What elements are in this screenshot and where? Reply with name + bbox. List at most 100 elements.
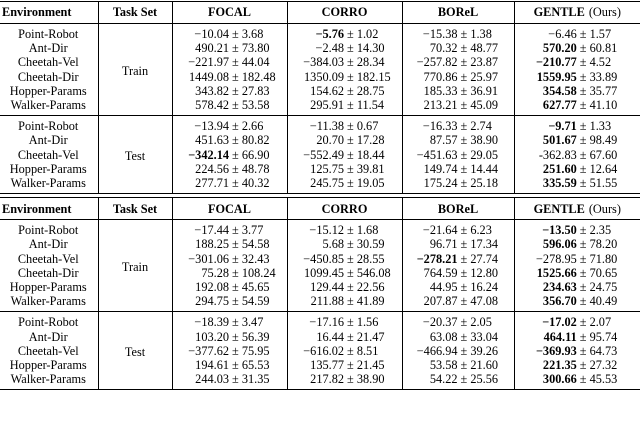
std-value: ± 6.23 [460, 223, 492, 238]
result-cell: 578.42 ± 53.58 [171, 98, 287, 116]
mean-value: 149.74 [423, 161, 458, 176]
header-text: CORRO [321, 5, 368, 20]
mean-value: −451.63 [416, 147, 458, 162]
header-note: (Ours) [588, 201, 621, 216]
std-value: ± 25.97 [460, 69, 499, 84]
result-cell: 213.21 ± 45.09 [401, 98, 514, 116]
column-header: Environment [0, 1, 98, 24]
result-cell: −278.21 ± 27.74 [401, 251, 514, 266]
mean-value: −17.02 [542, 315, 577, 330]
mean-value: 207.87 [423, 294, 458, 309]
environment-cell: Cheetah-Dir [17, 265, 79, 280]
result-cell: −17.16 ± 1.56 [286, 311, 402, 330]
mean-value: 221.35 [542, 358, 577, 373]
mean-value: 20.70 [316, 133, 344, 148]
result-cell: −10.04 ± 3.68 [171, 23, 287, 42]
result-cell: −15.38 ± 1.38 [401, 23, 514, 42]
result-cell: 295.91 ± 11.54 [286, 98, 402, 116]
header-row: Environment Task Set FOCAL CORRO BOReL GENTLE… [0, 1, 640, 24]
std-value: ± 12.64 [579, 161, 618, 176]
result-cell: 627.77 ± 41.10 [513, 98, 640, 116]
result-cell: 185.33 ± 36.91 [401, 83, 514, 99]
mean-value: 245.75 [310, 176, 344, 191]
std-value: ± 23.87 [460, 55, 499, 70]
environment-cell: Hopper-Params [9, 358, 87, 373]
result-cell: −9.71 ± 1.33 [513, 115, 640, 134]
data-row: Cheetah-Vel −301.06 ± 32.43 −450.85 ± 28.55−… [0, 251, 640, 266]
column-header: BOReL [401, 1, 514, 24]
std-value: ± 33.89 [579, 69, 618, 84]
std-value: ± 17.28 [347, 133, 385, 148]
mean-value: -362.83 [538, 147, 577, 162]
mean-value: −15.12 [309, 223, 344, 238]
column-header: Task Set [97, 1, 172, 24]
header-text: Task Set [112, 5, 158, 20]
result-cell: 192.08 ± 45.65 [171, 280, 287, 295]
mean-value: 294.75 [195, 294, 229, 309]
result-cell: −221.97 ± 44.04 [171, 55, 287, 70]
data-row: Hopper-Params 224.56 ± 48.78 125.75 ± 39.81 1… [0, 161, 640, 177]
std-value: ± 1.38 [460, 27, 492, 41]
data-row: Walker-Params 578.42 ± 53.58 295.91 ± 11.54 2… [0, 98, 640, 116]
std-value: ± 28.34 [347, 55, 385, 70]
data-row: Walker-Params 277.71 ± 40.32 245.75 ± 19.05 1… [0, 176, 640, 194]
result-cell: 1559.95 ± 33.89 [513, 69, 640, 84]
std-value: ± 0.67 [347, 119, 379, 134]
data-row: Cheetah-Vel −377.62 ± 75.95 −616.02 ± 8.51 −4… [0, 343, 640, 359]
result-cell: −466.94 ± 39.26 [401, 343, 514, 359]
std-value: ± 71.80 [579, 251, 618, 266]
std-value: ± 21.47 [347, 329, 385, 344]
std-value: ± 54.58 [232, 237, 270, 252]
std-value: ± 21.45 [347, 358, 385, 373]
data-row: Cheetah-Dir 75.28 ± 108.24 1099.45 ± 546.08 7… [0, 265, 640, 281]
std-value: ± 2.66 [232, 119, 264, 134]
result-cell: 54.22 ± 25.56 [401, 372, 514, 390]
environment-cell: Ant-Dir [28, 237, 68, 252]
result-cell: 354.58 ± 35.77 [513, 83, 640, 99]
mean-value: 1350.09 [304, 69, 344, 84]
mean-value: 1099.45 [304, 265, 344, 280]
result-cell: −301.06 ± 32.43 [171, 251, 287, 266]
result-cell: 335.59 ± 51.55 [513, 176, 640, 194]
result-cell: 356.70 ± 40.49 [513, 294, 640, 312]
std-value: ± 41.89 [347, 294, 385, 309]
result-cell: 20.70 ± 17.28 [286, 133, 402, 148]
column-header: GENTLE (Ours) [513, 197, 640, 221]
column-header: GENTLE (Ours) [513, 1, 640, 24]
std-value: ± 28.55 [347, 251, 385, 266]
std-value: ± 14.30 [347, 41, 385, 56]
std-value: ± 66.90 [232, 147, 270, 162]
environment-cell: Cheetah-Vel [17, 251, 79, 266]
result-cell: −15.12 ± 1.68 [286, 219, 402, 238]
std-value: ± 60.81 [579, 41, 618, 56]
std-value: ± 40.49 [579, 294, 618, 309]
table-header: Environment Task Set FOCAL CORRO BOReL GENTLE… [0, 1, 640, 24]
mean-value: −16.33 [422, 119, 458, 134]
mean-value: 175.24 [423, 176, 458, 191]
std-value: ± 67.60 [579, 147, 618, 162]
std-value: ± 36.91 [460, 83, 499, 98]
mean-value: 578.42 [195, 98, 229, 113]
std-value: ± 80.82 [232, 133, 270, 148]
header-text: FOCAL [207, 201, 252, 216]
result-cell: -362.83 ± 67.60 [513, 147, 640, 162]
environment-cell: Cheetah-Vel [17, 343, 79, 358]
result-cell: 1525.66 ± 70.65 [513, 265, 640, 281]
environment-cell: Point-Robot [18, 223, 79, 238]
result-cell: 764.59 ± 12.80 [401, 265, 514, 281]
std-value: ± 47.08 [460, 294, 499, 309]
table-header: Environment Task Set FOCAL CORRO BOReL GENTLE… [0, 197, 640, 221]
result-cell: −342.14 ± 66.90 [171, 147, 287, 162]
header-text: Task Set [112, 201, 158, 216]
std-value: ± 21.60 [460, 358, 499, 373]
std-value: ± 27.83 [232, 83, 270, 98]
std-value: ± 4.52 [579, 55, 612, 70]
mean-value: 125.75 [310, 161, 344, 176]
result-cell: 217.82 ± 38.90 [286, 372, 402, 390]
std-value: ± 25.56 [460, 372, 499, 387]
std-value: ± 1.02 [347, 27, 379, 41]
mean-value: −384.03 [303, 55, 344, 70]
data-row: Ant-Dir 490.21 ± 73.80 −2.48 ± 14.30 70.32 ± 4… [0, 41, 640, 56]
data-row: Point-Robot Train −10.04 ± 3.68 −5.76 ± 1.02−… [0, 23, 640, 116]
result-cell: −451.63 ± 29.05 [401, 147, 514, 162]
